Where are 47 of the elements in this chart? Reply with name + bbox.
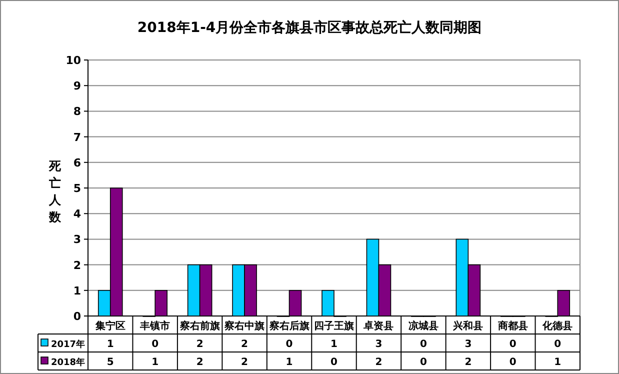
- y-tick-label: 10: [66, 54, 82, 67]
- y-axis-title: 死亡人数: [48, 159, 62, 224]
- y-tick-label: 2: [73, 258, 81, 272]
- y-tick-label: 7: [73, 130, 81, 144]
- data-label: 2: [241, 357, 248, 368]
- data-label: 0: [509, 357, 516, 368]
- data-label: 3: [464, 339, 472, 350]
- x-tick-label: 化德县: [542, 320, 573, 332]
- x-tick-label: 凉城县: [408, 320, 438, 332]
- chart-title: 2018年1-4月份全市各旗县市区事故总死亡人数同期图: [137, 19, 482, 36]
- data-label: 0: [509, 339, 516, 350]
- data-label: 0: [554, 339, 562, 350]
- y-tick-label: 5: [73, 182, 81, 195]
- data-label: 0: [420, 339, 427, 350]
- y-tick-label: 3: [73, 233, 81, 246]
- x-tick-label: 四子王旗: [314, 320, 354, 332]
- y-tick-label: 8: [73, 105, 81, 118]
- y-tick-label: 4: [73, 208, 82, 221]
- data-label: 0: [152, 339, 159, 350]
- y-tick-label: 0: [73, 310, 82, 323]
- data-label: 1: [330, 339, 338, 350]
- data-label: 5: [106, 357, 114, 368]
- legend-label: 2018年: [51, 357, 86, 368]
- y-tick-label: 9: [73, 80, 81, 93]
- data-label: 1: [106, 339, 114, 350]
- data-label: 1: [286, 357, 293, 368]
- x-tick-label: 察右后旗: [268, 320, 310, 332]
- data-label: 2: [196, 357, 204, 368]
- data-label: 2: [464, 357, 472, 368]
- y-tick-label: 6: [73, 156, 82, 170]
- data-label: 2: [241, 339, 248, 350]
- data-label: 3: [375, 339, 382, 350]
- data-label: 2: [196, 339, 204, 350]
- data-label: 0: [286, 339, 293, 350]
- data-label: 1: [554, 357, 562, 368]
- x-tick-label: 兴和县: [452, 320, 484, 332]
- y-tick-label: 1: [73, 284, 81, 298]
- x-tick-label: 察右中旗: [224, 320, 265, 332]
- data-label: 2: [375, 357, 382, 368]
- x-tick-label: 卓资县: [362, 320, 394, 332]
- x-tick-label: 察右前旗: [178, 320, 220, 332]
- x-tick-label: 商都县: [496, 320, 528, 332]
- data-label: 0: [330, 357, 338, 368]
- x-tick-label: 丰镇市: [139, 320, 170, 332]
- legend-label: 2017年: [51, 339, 86, 350]
- data-label: 1: [152, 357, 159, 368]
- data-label: 0: [420, 357, 427, 368]
